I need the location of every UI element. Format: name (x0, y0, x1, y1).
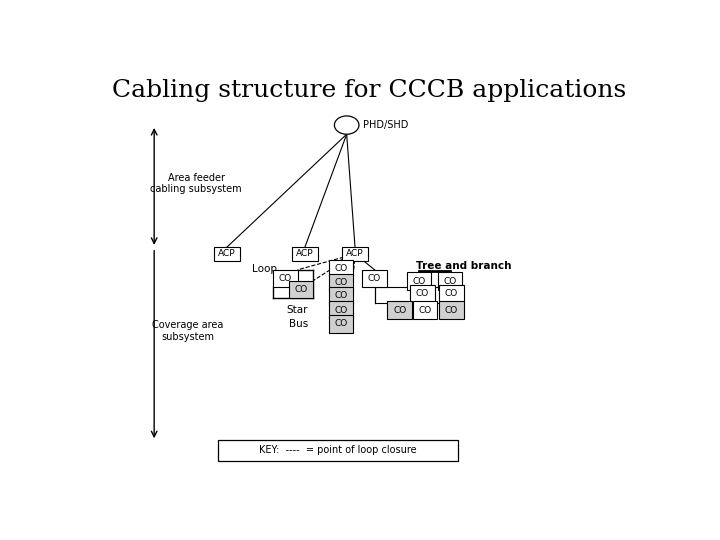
Text: CO: CO (335, 264, 348, 273)
Text: CO: CO (335, 319, 348, 328)
Text: CO: CO (413, 276, 426, 286)
Text: ACP: ACP (346, 249, 364, 259)
Text: CO: CO (418, 306, 431, 315)
Bar (407, 272, 431, 290)
Text: CO: CO (416, 289, 429, 298)
Text: Cabling structure for CCCB applications: Cabling structure for CCCB applications (112, 79, 626, 103)
Bar (438, 272, 462, 290)
Text: CO: CO (445, 289, 458, 298)
Text: CO: CO (444, 276, 456, 286)
Bar (410, 285, 435, 302)
Bar (289, 281, 313, 298)
Circle shape (334, 116, 359, 134)
Text: Loop: Loop (252, 264, 277, 274)
Text: CO: CO (335, 278, 348, 287)
Text: CO: CO (368, 274, 381, 283)
Text: ACP: ACP (296, 249, 314, 259)
Text: Star: Star (287, 305, 308, 315)
Text: CO: CO (279, 274, 292, 283)
Text: ACP: ACP (218, 249, 235, 259)
Bar (362, 270, 387, 287)
Text: CO: CO (335, 292, 348, 300)
Text: CO: CO (335, 306, 348, 315)
Text: CO: CO (445, 306, 458, 315)
Bar (329, 260, 354, 277)
Text: PHD/SHD: PHD/SHD (364, 120, 409, 130)
Bar (329, 315, 354, 333)
Bar (439, 285, 464, 302)
Bar (329, 287, 354, 305)
Text: CO: CO (294, 285, 307, 294)
Text: KEY:  ----  = point of loop closure: KEY: ---- = point of loop closure (259, 446, 417, 455)
Text: Tree and branch: Tree and branch (416, 261, 512, 272)
Bar (342, 247, 368, 261)
Bar (387, 301, 412, 319)
Text: Coverage area
subsystem: Coverage area subsystem (152, 320, 223, 342)
Bar (292, 247, 318, 261)
Text: Bus: Bus (289, 319, 308, 329)
Bar (218, 440, 459, 461)
Bar (273, 270, 297, 287)
Bar (413, 301, 437, 319)
Bar (329, 301, 354, 319)
Bar (329, 274, 354, 291)
Bar (439, 301, 464, 319)
Text: CO: CO (393, 306, 406, 315)
Bar (214, 247, 240, 261)
Text: Area feeder
cabling subsystem: Area feeder cabling subsystem (150, 172, 242, 194)
